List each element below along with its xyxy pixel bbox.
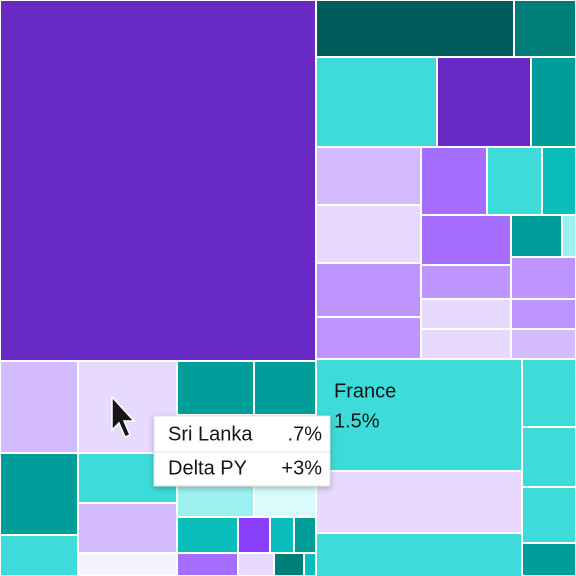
tile[interactable] [510,214,563,258]
tile[interactable] [315,262,422,318]
tooltip: Sri Lanka .7% Delta PY +3% [153,415,331,487]
tile[interactable] [420,214,512,266]
tile[interactable] [541,146,576,216]
tooltip-value: .7% [288,423,323,445]
tile[interactable] [237,516,271,554]
tile[interactable] [315,204,422,264]
tile[interactable] [420,264,512,300]
tile[interactable] [315,146,422,206]
tile[interactable] [293,516,317,554]
tooltip-key: Sri Lanka [168,423,253,445]
tile-label: France [334,380,396,402]
tile[interactable] [420,328,512,360]
tile[interactable] [420,146,488,216]
tile[interactable] [315,532,523,576]
tile[interactable] [176,516,239,554]
tile[interactable] [521,486,576,544]
tile[interactable] [315,470,523,534]
tooltip-key: Delta PY [168,457,247,479]
tile[interactable] [315,0,515,58]
tile[interactable] [253,360,317,416]
tile[interactable] [315,56,438,148]
tile[interactable] [303,552,317,576]
tile[interactable] [530,56,576,148]
tooltip-box [153,415,331,487]
tile[interactable] [420,298,512,330]
tile[interactable] [521,358,576,428]
tile[interactable] [273,552,305,576]
tile[interactable] [176,552,239,576]
tile-value: 1.5% [334,410,380,432]
tile[interactable] [77,552,178,576]
tile[interactable] [0,452,79,536]
tile[interactable] [0,0,317,362]
tile[interactable] [521,426,576,488]
tile[interactable] [436,56,532,148]
tile[interactable] [510,298,576,330]
tile[interactable] [269,516,295,554]
tile[interactable] [0,360,79,454]
tile[interactable] [315,316,422,360]
tile[interactable] [510,328,576,360]
tile[interactable] [513,0,576,58]
cursor [111,395,136,438]
tile[interactable] [561,214,576,258]
tile[interactable] [315,358,523,472]
tile[interactable] [510,256,576,300]
tile[interactable] [521,542,576,576]
tile[interactable] [0,534,79,576]
tile[interactable] [237,552,275,576]
tile[interactable] [176,360,255,416]
tile[interactable] [77,502,178,554]
tile[interactable] [486,146,543,216]
tooltip-value: +3% [281,457,322,479]
